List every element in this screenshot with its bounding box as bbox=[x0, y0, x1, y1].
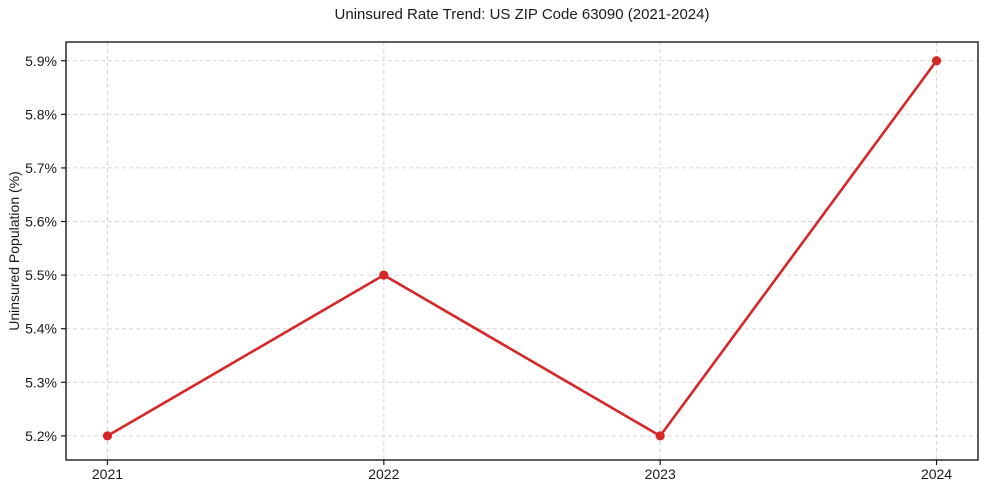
y-tick-label: 5.5% bbox=[25, 267, 57, 283]
data-point bbox=[655, 431, 665, 441]
y-tick-label: 5.9% bbox=[25, 53, 57, 69]
y-tick-label: 5.2% bbox=[25, 428, 57, 444]
chart-title: Uninsured Rate Trend: US ZIP Code 63090 … bbox=[334, 6, 710, 23]
y-tick-label: 5.4% bbox=[25, 321, 57, 337]
y-tick-label: 5.3% bbox=[25, 374, 57, 390]
x-tick-label: 2023 bbox=[645, 466, 676, 482]
data-point bbox=[102, 431, 113, 441]
x-tick-label: 2022 bbox=[368, 466, 399, 482]
data-point bbox=[379, 270, 389, 280]
trend-line bbox=[106, 59, 938, 438]
y-tick-label: 5.7% bbox=[25, 160, 57, 176]
data-point bbox=[931, 56, 942, 66]
x-tick-label: 2024 bbox=[921, 466, 952, 482]
x-tick-label: 2021 bbox=[92, 466, 123, 482]
y-tick-label: 5.6% bbox=[25, 214, 57, 230]
y-tick-label: 5.8% bbox=[25, 106, 57, 122]
plot-border bbox=[65, 41, 979, 461]
